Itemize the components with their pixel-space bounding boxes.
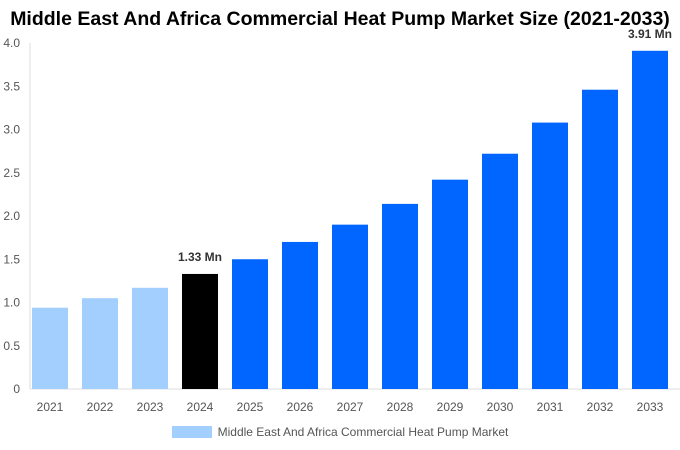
x-tick-label: 2021 bbox=[37, 400, 64, 414]
x-tick-label: 2026 bbox=[287, 400, 314, 414]
x-tick-label: 2024 bbox=[187, 400, 214, 414]
x-tick-label: 2029 bbox=[437, 400, 464, 414]
bar-2031 bbox=[532, 122, 568, 389]
x-tick-label: 2022 bbox=[87, 400, 114, 414]
x-tick-label: 2025 bbox=[237, 400, 264, 414]
x-tick-label: 2033 bbox=[637, 400, 664, 414]
y-tick-label: 0 bbox=[13, 382, 20, 396]
bar-2027 bbox=[332, 224, 368, 389]
chart-title: Middle East And Africa Commercial Heat P… bbox=[10, 8, 670, 30]
x-tick-label: 2027 bbox=[337, 400, 364, 414]
bar-2033 bbox=[632, 50, 668, 389]
y-tick-label: 2.5 bbox=[3, 166, 20, 180]
x-tick-label: 2031 bbox=[537, 400, 564, 414]
bar-2028 bbox=[382, 203, 418, 389]
data-label: 3.91 Mn bbox=[628, 27, 672, 41]
y-tick-label: 3.0 bbox=[3, 123, 20, 137]
bar-2022 bbox=[82, 298, 118, 389]
bar-2026 bbox=[282, 241, 318, 389]
x-tick-label: 2023 bbox=[137, 400, 164, 414]
data-label: 1.33 Mn bbox=[178, 250, 222, 264]
y-tick-label: 4.0 bbox=[3, 36, 20, 50]
x-tick-label: 2032 bbox=[587, 400, 614, 414]
bar-2021 bbox=[32, 307, 68, 389]
bar-2029 bbox=[432, 179, 468, 389]
bar-2025 bbox=[232, 259, 268, 389]
bar-2030 bbox=[482, 153, 518, 389]
legend: Middle East And Africa Commercial Heat P… bbox=[0, 425, 680, 439]
y-tick-label: 1.5 bbox=[3, 252, 20, 266]
legend-label: Middle East And Africa Commercial Heat P… bbox=[217, 425, 509, 439]
y-tick-label: 3.5 bbox=[3, 79, 20, 93]
y-tick-label: 1.0 bbox=[3, 296, 20, 310]
bar-2032 bbox=[582, 89, 618, 390]
legend-swatch bbox=[171, 426, 212, 438]
bar-2024 bbox=[182, 273, 218, 389]
bar-2023 bbox=[132, 287, 168, 389]
y-tick-label: 0.5 bbox=[3, 339, 20, 353]
y-tick-label: 2.0 bbox=[3, 209, 20, 223]
x-tick-label: 2028 bbox=[387, 400, 414, 414]
x-tick-label: 2030 bbox=[487, 400, 514, 414]
